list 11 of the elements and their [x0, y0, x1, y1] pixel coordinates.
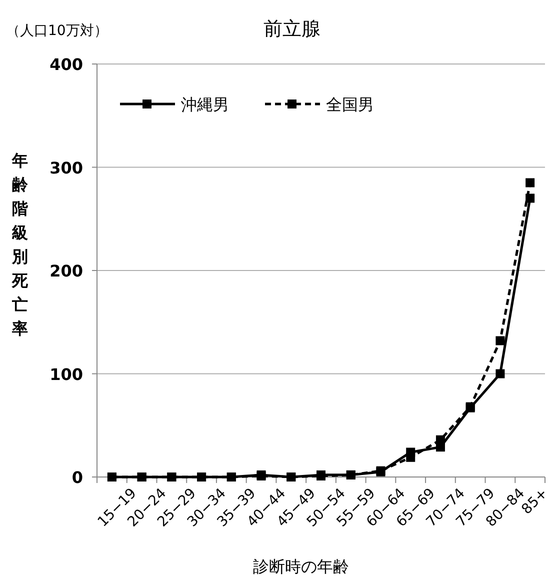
y-tick-label: 200: [50, 262, 83, 280]
y-tick-label: 400: [50, 55, 83, 74]
x-axis-title: 診断時の年齢: [253, 557, 349, 576]
y-axis-title: 年齢階級別死亡率: [11, 151, 29, 338]
legend-label: 沖縄男: [181, 95, 229, 114]
chart-title: 前立腺: [264, 18, 320, 40]
y-tick-label: 100: [50, 364, 83, 384]
y-tick-label: 300: [50, 158, 83, 178]
legend-label: 全国男: [326, 95, 374, 114]
text: （人口10万対）: [6, 23, 108, 39]
y-tick-label: 0: [72, 468, 83, 487]
